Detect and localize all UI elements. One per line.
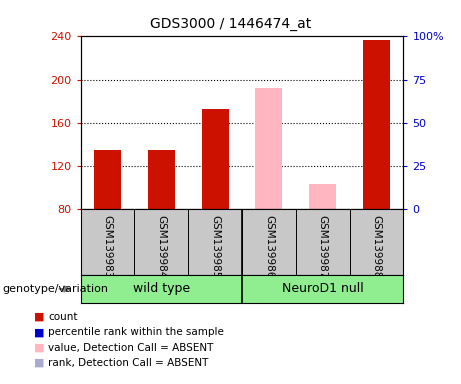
Bar (201, 109, 229, 209)
Bar (148, 150, 175, 209)
Text: GSM139985: GSM139985 (210, 215, 220, 278)
Bar (255, 88, 282, 209)
Text: GDS3000 / 1446474_at: GDS3000 / 1446474_at (150, 17, 311, 31)
Text: GSM139986: GSM139986 (264, 215, 274, 278)
Bar (94, 150, 121, 209)
Text: rank, Detection Call = ABSENT: rank, Detection Call = ABSENT (48, 358, 209, 368)
Text: ■: ■ (34, 343, 44, 353)
Text: wild type: wild type (133, 283, 190, 295)
Text: NeuroD1 null: NeuroD1 null (282, 283, 364, 295)
Text: GSM139983: GSM139983 (102, 215, 112, 278)
Text: ■: ■ (34, 327, 44, 337)
Bar (309, 184, 336, 209)
Text: GSM139987: GSM139987 (318, 215, 328, 278)
Text: ■: ■ (34, 358, 44, 368)
Text: genotype/variation: genotype/variation (2, 284, 108, 294)
Text: GSM139988: GSM139988 (372, 215, 382, 278)
Text: count: count (48, 312, 78, 322)
Bar (363, 40, 390, 209)
Text: ■: ■ (34, 312, 44, 322)
Text: value, Detection Call = ABSENT: value, Detection Call = ABSENT (48, 343, 214, 353)
Text: GSM139984: GSM139984 (156, 215, 166, 278)
Text: percentile rank within the sample: percentile rank within the sample (48, 327, 225, 337)
